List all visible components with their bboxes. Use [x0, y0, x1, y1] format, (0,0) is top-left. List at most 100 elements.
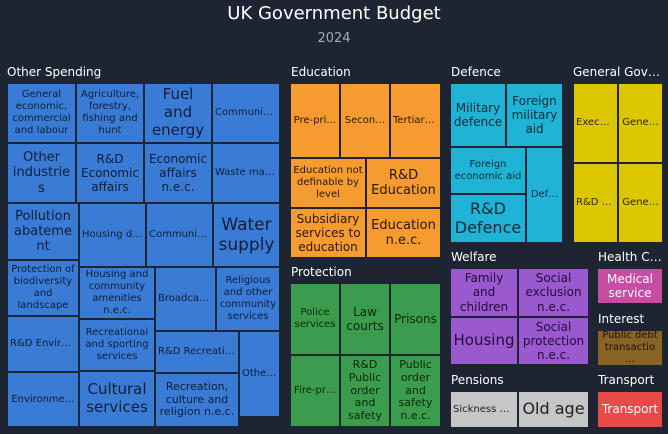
tile-label: Housing and community amenities n.e.c.: [85, 269, 149, 316]
tile-label: Gene…: [622, 197, 659, 209]
tile-protection-randd-public-order-and-safety[interactable]: R&D Public order and safety: [340, 355, 390, 427]
tile-other-spending-protection-of-biodiversity-and-landscape[interactable]: Protection of biodiversity and landscape: [7, 260, 79, 316]
tile-label: Police services: [294, 307, 336, 330]
group-label-interest: Interest: [598, 312, 645, 326]
tile-label: Cultural services: [86, 380, 148, 416]
tile-education-education-n-e-c[interactable]: Education n.e.c.: [366, 208, 441, 258]
tile-label: Fuel and energy: [151, 85, 205, 139]
tile-defence-foreign-economic-aid[interactable]: Foreign economic aid: [450, 147, 526, 194]
tile-label: R&D Recreation, culture and…: [158, 346, 238, 358]
group-label-pensions: Pensions: [451, 373, 504, 387]
tile-label: Foreign military aid: [511, 93, 558, 137]
tile-other-spending-other-spen[interactable]: Other Spen…: [239, 331, 280, 417]
tile-other-spending-other-industries[interactable]: Other industries: [7, 143, 76, 203]
tile-label: Agriculture, forestry, fishing and hunt: [80, 89, 140, 136]
tile-education-subsidiary-services-to-education[interactable]: Subsidiary services to education: [290, 208, 366, 258]
tile-welfare-housing[interactable]: Housing: [450, 317, 518, 365]
chart-subtitle: 2024: [317, 31, 351, 46]
tile-other-spending-randd-environme[interactable]: R&D Environme…: [7, 316, 79, 372]
tile-other-spending-water-supply[interactable]: Water supply: [213, 203, 280, 267]
tile-protection-police-services[interactable]: Police services: [290, 283, 340, 355]
tile-education-education-not-definable-by-level[interactable]: Education not definable by level: [290, 158, 366, 208]
tile-label: Public order and safety n.e.c.: [398, 357, 433, 423]
tile-label: Family and children: [459, 271, 509, 314]
tile-welfare-social-protection-n-e-c[interactable]: Social protection n.e.c.: [518, 317, 589, 365]
tile-education-pre-pri[interactable]: Pre-pri…: [290, 83, 340, 158]
group-label-protection: Protection: [291, 265, 352, 279]
tile-protection-fire-pr[interactable]: Fire-pr…: [290, 355, 340, 427]
tile-label: R&D Environme…: [10, 338, 78, 350]
group-label-education: Education: [291, 65, 351, 79]
tile-transport-transport[interactable]: Transport: [597, 391, 663, 428]
tile-defence-foreign-military-aid[interactable]: Foreign military aid: [506, 83, 563, 147]
tile-education-randd-education[interactable]: R&D Education: [366, 158, 441, 208]
tile-other-spending-economic-affairs-n-e-c[interactable]: Economic affairs n.e.c.: [144, 143, 212, 203]
tile-label: Public debt transactio…: [602, 330, 658, 365]
tile-other-spending-communic[interactable]: Communic…: [212, 83, 280, 143]
tile-other-spending-housing-developm[interactable]: Housing developm…: [79, 203, 146, 267]
tile-label: Military defence: [453, 100, 503, 129]
tile-protection-prisons[interactable]: Prisons: [390, 283, 441, 355]
tile-label: Tertiary educat…: [393, 114, 440, 126]
tile-pensions-sickness-and[interactable]: Sickness and…: [450, 391, 518, 428]
tile-protection-public-order-and-safety-n-e-c[interactable]: Public order and safety n.e.c.: [390, 355, 441, 427]
tile-label: Community developm…: [149, 229, 212, 241]
tile-other-spending-randd-economic-affairs[interactable]: R&D Economic affairs: [76, 143, 144, 203]
tile-label: Recreational and sporting services: [85, 327, 149, 362]
tile-other-spending-recreation-culture-and-religion-n-e-c[interactable]: Recreation, culture and religion n.e.c.: [155, 373, 239, 427]
tile-defence-randd-defence[interactable]: R&D Defence: [450, 194, 526, 243]
tile-other-spending-recreational-and-sporting-services[interactable]: Recreational and sporting services: [79, 319, 155, 371]
tile-other-spending-cultural-services[interactable]: Cultural services: [79, 371, 155, 427]
tile-label: R&D Economic affairs: [80, 151, 140, 195]
tile-other-spending-religious-and-other-community-services[interactable]: Religious and other community services: [216, 267, 280, 331]
tile-label: Transport: [601, 402, 659, 417]
tile-other-spending-housing-and-community-amenities-n-e-c[interactable]: Housing and community amenities n.e.c.: [79, 267, 155, 319]
tile-label: Education not definable by level: [293, 165, 363, 200]
tile-other-spending-agriculture-forestry-fishing-and-hunt[interactable]: Agriculture, forestry, fishing and hunt: [76, 83, 144, 143]
tile-defence-military-defence[interactable]: Military defence: [450, 83, 506, 147]
tile-label: Secon…: [344, 114, 386, 126]
tile-education-tertiary-educat[interactable]: Tertiary educat…: [390, 83, 441, 158]
tile-defence-def[interactable]: Def…: [526, 147, 563, 243]
tile-general-gov-randd-gene[interactable]: R&D Gene…: [573, 163, 618, 243]
tile-other-spending-randd-recreation-culture-and[interactable]: R&D Recreation, culture and…: [155, 331, 239, 373]
tile-label: Communic…: [215, 107, 279, 119]
tile-other-spending-community-developm[interactable]: Community developm…: [146, 203, 213, 267]
chart-title: UK Government Budget: [227, 3, 441, 24]
tile-other-spending-fuel-and-energy[interactable]: Fuel and energy: [144, 83, 212, 143]
tile-other-spending-broadcas[interactable]: Broadcas…: [155, 267, 216, 331]
tile-label: Protection of biodiversity and landscape: [11, 264, 75, 311]
tile-label: Old age: [522, 399, 585, 419]
tile-label: Foreign economic aid: [454, 158, 522, 182]
group-label-health-c: Health C…: [598, 250, 662, 264]
tile-other-spending-pollution-abatement[interactable]: Pollution abatement: [7, 203, 79, 260]
tile-label: Law courts: [346, 304, 384, 333]
tile-other-spending-general-economic-commercial-and-labour[interactable]: General economic, commercial and labour: [7, 83, 76, 143]
tile-health-c-medical-service[interactable]: Medical service: [597, 268, 663, 304]
tile-label: Social protection n.e.c.: [522, 319, 585, 363]
tile-pensions-old-age[interactable]: Old age: [518, 391, 589, 428]
tile-label: Execu…: [576, 117, 616, 129]
tile-protection-law-courts[interactable]: Law courts: [340, 283, 390, 355]
tile-label: Housing developm…: [82, 229, 145, 241]
tile-label: R&D Education: [371, 167, 436, 198]
tile-welfare-social-exclusion-n-e-c[interactable]: Social exclusion n.e.c.: [518, 268, 589, 317]
tile-general-gov-gene[interactable]: Gene…: [618, 163, 663, 243]
tile-label: Other Spen…: [242, 368, 279, 380]
tile-label: Environme…: [11, 393, 75, 405]
tile-general-gov-gene[interactable]: Gene…: [618, 83, 663, 163]
tile-other-spending-environme[interactable]: Environme…: [7, 372, 79, 427]
tile-label: Gene…: [622, 117, 659, 129]
tile-label: Housing: [453, 331, 515, 350]
tile-education-secon[interactable]: Secon…: [340, 83, 390, 158]
group-label-general-gov: General Gov…: [573, 65, 660, 79]
tile-label: Pre-pri…: [293, 114, 337, 126]
tile-welfare-family-and-children[interactable]: Family and children: [450, 268, 518, 317]
tile-label: Religious and other community services: [219, 275, 277, 322]
tile-label: Sickness and…: [453, 403, 517, 415]
tile-other-spending-waste-managem[interactable]: Waste managem…: [212, 143, 280, 203]
tile-interest-public-debt-transactio[interactable]: Public debt transactio…: [597, 330, 663, 366]
tile-label: Economic affairs n.e.c.: [148, 151, 208, 195]
tile-general-gov-execu[interactable]: Execu…: [573, 83, 618, 163]
group-label-welfare: Welfare: [451, 250, 497, 264]
